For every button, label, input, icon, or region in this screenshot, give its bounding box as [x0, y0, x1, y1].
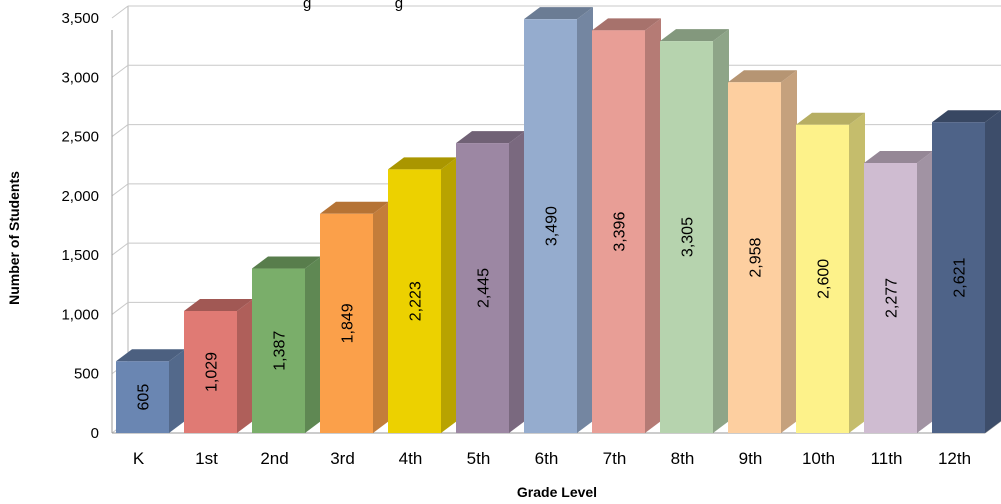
bars: 605 1,029 1,387 1,849 2,223 2,445 3,490 3,396 3,… — [116, 7, 1001, 434]
bar-7th: 3,396 — [592, 18, 661, 434]
x-tick-label: 3rd — [330, 449, 355, 468]
bar-side — [577, 7, 593, 434]
data-label: 2,223 — [408, 281, 425, 321]
y-tick-label: 3,000 — [61, 69, 99, 86]
x-axis-title: Grade Level — [517, 484, 597, 500]
bar-top — [660, 29, 729, 42]
x-tick-label: 12th — [938, 449, 971, 468]
bar-side — [509, 131, 525, 434]
gridline-side — [111, 242, 129, 256]
x-tick-label: 7th — [603, 449, 627, 468]
bar-3rd: 1,849 — [320, 201, 389, 433]
data-label: 3,490 — [544, 206, 561, 246]
y-tick-label: 1,500 — [61, 247, 99, 264]
y-tick-label: 3,500 — [61, 10, 99, 27]
bar-2nd: 1,387 — [252, 256, 321, 433]
bar-front — [116, 361, 169, 433]
data-label: 2,621 — [952, 257, 969, 297]
bar-top — [456, 131, 525, 144]
gridline-side — [111, 5, 129, 19]
bar-side — [713, 29, 729, 433]
y-tick-label: 500 — [74, 366, 99, 383]
bar-front — [388, 169, 441, 433]
data-label: 2,445 — [476, 268, 493, 308]
x-tick-label: K — [133, 449, 145, 468]
x-tick-label: 4th — [399, 449, 423, 468]
bar-11th: 2,277 — [864, 151, 933, 433]
x-tick-label: 5th — [467, 449, 491, 468]
bar-9th: 2,958 — [728, 70, 797, 433]
data-label: 2,600 — [816, 259, 833, 299]
bar-top — [592, 18, 661, 31]
bar-front — [184, 310, 237, 433]
gridline-side — [111, 183, 129, 197]
bar-top — [864, 151, 933, 164]
bar-side — [169, 349, 185, 433]
bar-top — [184, 298, 253, 311]
bar-front — [320, 213, 373, 433]
bar-side — [917, 151, 933, 433]
y-tick-labels: 0 500 1,000 1,500 2,000 2,500 3,000 3,500 — [61, 10, 99, 442]
bar-side — [645, 18, 661, 434]
bar-K: 605 — [116, 349, 185, 433]
bar-side — [781, 70, 797, 433]
x-tick-label: 8th — [671, 449, 695, 468]
bar-front — [456, 143, 509, 434]
bar-side — [849, 112, 865, 433]
bar-side — [985, 110, 1001, 433]
bar-5th: 2,445 — [456, 131, 525, 434]
x-tick-label: 11th — [871, 449, 903, 468]
bar-front — [932, 122, 985, 433]
bar-4th: 2,223 — [388, 157, 457, 433]
y-tick-label: 1,000 — [61, 306, 99, 323]
y-axis-title: Number of Students — [6, 171, 22, 305]
data-label: 605 — [136, 384, 153, 411]
data-label: 1,029 — [204, 352, 221, 392]
y-tick-label: 0 — [91, 425, 99, 442]
gridline-side — [111, 64, 129, 78]
bar-top — [932, 110, 1001, 123]
data-label: 1,849 — [340, 303, 357, 343]
data-label: 3,305 — [680, 217, 697, 257]
bar-top — [388, 157, 457, 170]
bar-top — [252, 256, 321, 269]
y-tick-label: 2,000 — [61, 188, 99, 205]
y-tick-label: 2,500 — [61, 129, 99, 146]
bar-6th: 3,490 — [524, 7, 593, 434]
gridline-side — [111, 302, 129, 315]
bar-front — [524, 19, 577, 433]
x-tick-label: 9th — [739, 449, 763, 468]
bar-front — [864, 163, 917, 433]
bar-front — [592, 30, 645, 434]
bar-10th: 2,600 — [796, 112, 865, 433]
bar-top — [728, 70, 797, 83]
data-label: 2,277 — [884, 278, 901, 318]
x-tick-label: 2nd — [260, 449, 288, 468]
bar-front — [728, 82, 781, 433]
x-tick-label: 6th — [535, 449, 559, 468]
gridline-side — [111, 124, 129, 137]
bar-side — [305, 256, 321, 433]
data-label: 1,387 — [272, 331, 289, 371]
x-tick-labels: K 1st 2nd 3rd 4th 5th 6th 7th 8th 9th 10th 11th 12th — [133, 449, 971, 468]
bar-front — [796, 124, 849, 433]
data-label: 2,958 — [748, 238, 765, 278]
x-tick-label: 1st — [195, 449, 218, 468]
bar-top — [796, 112, 865, 125]
bar-front — [252, 268, 305, 433]
data-label: 3,396 — [612, 212, 629, 252]
bar-top — [320, 201, 389, 214]
bar-top — [116, 349, 185, 362]
x-tick-label: 10th — [802, 449, 835, 468]
bar-side — [441, 157, 457, 433]
bar-side — [237, 298, 253, 433]
bar-front — [660, 41, 713, 433]
bar-1st: 1,029 — [184, 298, 253, 433]
bar-12th: 2,621 — [932, 110, 1001, 433]
bar-8th: 3,305 — [660, 29, 729, 433]
bar-side — [373, 201, 389, 433]
title-fragment: g g — [303, 0, 403, 12]
bar-top — [524, 7, 593, 20]
